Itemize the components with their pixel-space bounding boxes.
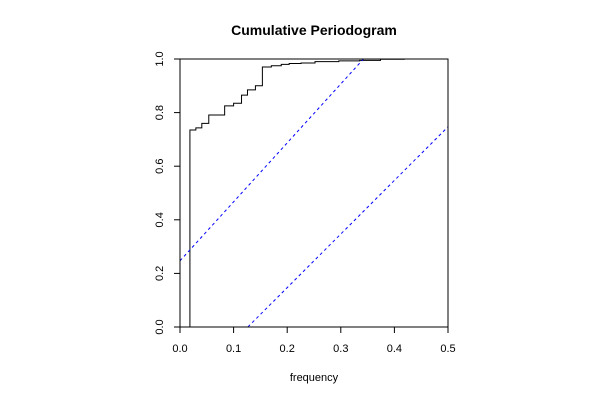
confidence-band-line-1 (180, 59, 365, 262)
x-tick-label: 0.0 (172, 343, 187, 355)
y-tick-label: 0.6 (154, 159, 166, 174)
chart-title: Cumulative Periodogram (231, 22, 397, 38)
y-tick-label: 0.4 (154, 212, 166, 227)
series-layer (180, 59, 448, 327)
x-tick-label: 0.3 (333, 343, 348, 355)
plot-frame (179, 58, 449, 328)
y-axis: 0.0 0.2 0.4 0.6 0.8 1.0 (154, 51, 181, 335)
y-tick-label: 0.8 (154, 105, 166, 120)
x-tick-label: 0.5 (440, 343, 455, 355)
y-tick-label: 1.0 (154, 51, 166, 66)
x-tick-label: 0.2 (280, 343, 295, 355)
y-tick-label: 0.2 (154, 266, 166, 281)
x-tick-label: 0.4 (387, 343, 402, 355)
x-axis: 0.0 0.1 0.2 0.3 0.4 0.5 (172, 326, 456, 355)
x-axis-label: frequency (290, 372, 339, 384)
cumulative-periodogram-line (189, 59, 448, 327)
x-tick-label: 0.1 (226, 343, 241, 355)
confidence-band-line-2 (247, 126, 448, 327)
y-tick-label: 0.0 (154, 319, 166, 334)
